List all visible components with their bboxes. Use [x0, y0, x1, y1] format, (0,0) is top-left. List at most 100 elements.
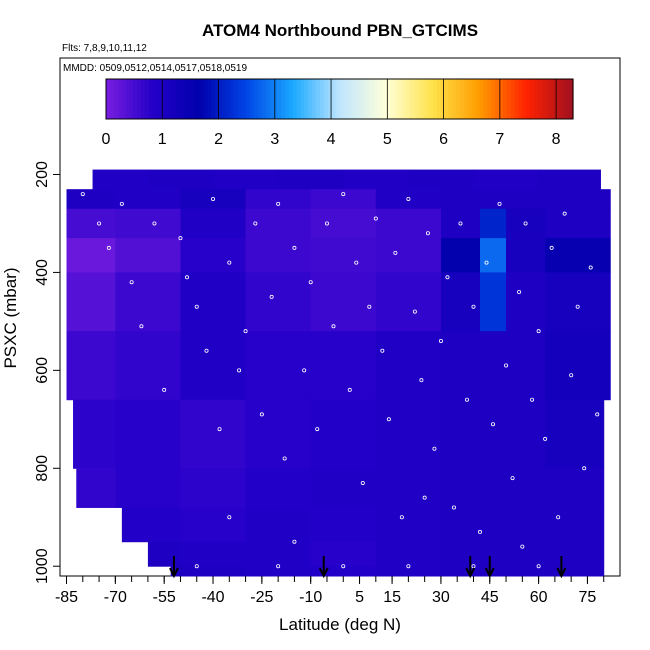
sample-point: [354, 260, 359, 265]
x-tick-label: 45: [481, 589, 499, 606]
heatmap-cell: [473, 169, 540, 190]
colorbar-segment: [444, 79, 450, 119]
colorbar-segment: [382, 79, 387, 119]
heatmap-cell: [115, 399, 181, 469]
heatmap-cell: [480, 208, 507, 239]
heatmap-cell: [121, 507, 181, 543]
colorbar-segment: [390, 79, 395, 119]
sample-point: [80, 192, 85, 197]
heatmap-cell: [245, 272, 312, 332]
colorbar-segment: [475, 79, 481, 119]
y-axis-label: PSXC (mbar): [1, 267, 20, 368]
colorbar-segment: [401, 79, 407, 119]
colorbar-segment: [152, 79, 158, 119]
heatmap-cell: [375, 507, 442, 543]
colorbar-segment: [281, 79, 286, 119]
colorbar-segment: [491, 79, 496, 119]
colorbar-segment: [211, 79, 216, 119]
colorbar-segment: [226, 79, 232, 119]
heatmap-cell: [480, 272, 507, 332]
colorbar-segment: [549, 79, 555, 119]
sample-point: [582, 466, 587, 471]
heatmap-cell: [545, 468, 605, 508]
colorbar-segment: [113, 79, 119, 119]
sample-point: [360, 480, 365, 485]
heatmap-cell: [310, 399, 377, 469]
colorbar-segment: [320, 79, 325, 119]
dates-label: MMDD: 0509,0512,0514,0517,0518,0519: [63, 63, 247, 74]
colorbar-segment: [269, 79, 274, 119]
x-tick-label: -25: [250, 589, 273, 606]
colorbar-segment: [109, 79, 115, 119]
sample-point: [393, 250, 398, 255]
heatmap-cell: [115, 468, 181, 508]
heatmap-cell: [375, 238, 442, 273]
heatmap-cell: [545, 541, 605, 567]
heatmap-cell: [310, 238, 377, 273]
heatmap-cell: [147, 169, 214, 190]
colorbar-segment: [257, 79, 263, 119]
colorbar-segment: [179, 79, 185, 119]
sample-point: [497, 201, 502, 206]
heatmap-cell: [73, 399, 116, 469]
sample-point: [451, 505, 456, 510]
colorbar-segment: [421, 79, 426, 119]
sample-point: [471, 304, 476, 309]
heatmap-cell: [375, 208, 442, 239]
colorbar-segment: [393, 79, 399, 119]
colorbar-segment: [405, 79, 411, 119]
colorbar-segment: [195, 79, 200, 119]
y-tick-label: 600: [34, 357, 51, 384]
colorbar-tick-label: 8: [552, 131, 561, 148]
sample-point: [217, 427, 222, 432]
colorbar-segment: [187, 79, 193, 119]
colorbar-segment: [487, 79, 492, 119]
colorbar-segment: [448, 79, 453, 119]
heatmap-cell: [245, 208, 312, 239]
heatmap-cell: [147, 541, 181, 567]
sample-point: [211, 196, 216, 201]
colorbar-tick-label: 2: [214, 131, 223, 148]
heatmap-cell: [245, 189, 312, 210]
heatmap-cell: [375, 468, 442, 508]
heatmap-cell: [310, 272, 377, 332]
colorbar-segment: [557, 79, 562, 119]
flight-arrows: [169, 556, 567, 579]
sample-point: [412, 309, 417, 314]
flight-arrow-head: [318, 567, 329, 579]
sample-point: [227, 515, 232, 520]
colorbar-segment: [522, 79, 527, 119]
heatmap-cell: [480, 238, 507, 273]
sample-point: [129, 280, 134, 285]
sample-point: [569, 373, 574, 378]
colorbar-segment: [534, 79, 539, 119]
heatmap-cell: [278, 169, 344, 190]
y-tick-label: 200: [34, 161, 51, 188]
colorbar-segment: [506, 79, 512, 119]
heatmap-cell: [506, 399, 546, 469]
heatmap-cell: [245, 507, 312, 543]
sample-point: [425, 231, 430, 236]
colorbar-segment: [565, 79, 570, 119]
sample-point: [162, 387, 167, 392]
colorbar-segment: [518, 79, 524, 119]
colorbar-segment: [561, 79, 566, 119]
heatmap-cell: [545, 331, 611, 401]
sample-point: [324, 221, 329, 226]
colorbar-segment: [183, 79, 189, 119]
colorbar-tick-label: 5: [383, 131, 392, 148]
sample-point: [422, 495, 427, 500]
sample-point: [373, 216, 378, 221]
colorbar-segment: [296, 79, 302, 119]
sample-point: [269, 294, 274, 299]
colorbar-segment: [397, 79, 403, 119]
x-tick-label: 15: [383, 589, 401, 606]
colorbar-segment: [253, 79, 259, 119]
colorbar-segment: [370, 79, 376, 119]
colorbar-segment: [339, 79, 344, 119]
heatmap-cell: [310, 468, 377, 508]
sample-point: [477, 529, 482, 534]
colorbar-segment: [304, 79, 309, 119]
colorbar-segment: [386, 79, 391, 119]
colorbar-tick-label: 6: [439, 131, 448, 148]
